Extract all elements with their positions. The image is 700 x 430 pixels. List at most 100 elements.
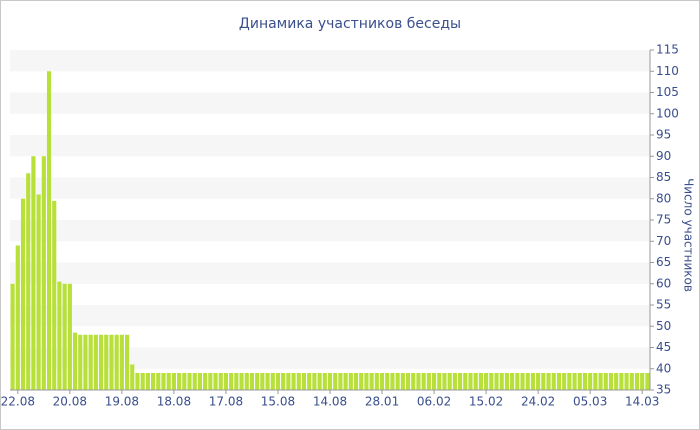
bar bbox=[473, 373, 478, 390]
bar bbox=[192, 373, 197, 390]
bar bbox=[203, 373, 208, 390]
x-tick-label: 18.08 bbox=[157, 395, 191, 409]
y-tick-label: 40 bbox=[656, 361, 671, 375]
bar bbox=[187, 373, 192, 390]
bar bbox=[489, 373, 494, 390]
bar bbox=[374, 373, 379, 390]
x-tick-label: 05.03 bbox=[573, 395, 607, 409]
bar bbox=[379, 373, 385, 390]
bar bbox=[333, 373, 338, 390]
bar bbox=[562, 373, 567, 390]
bar bbox=[15, 245, 20, 390]
bar bbox=[166, 373, 171, 390]
bar bbox=[67, 283, 72, 390]
bar bbox=[41, 156, 46, 390]
bar bbox=[301, 373, 307, 390]
y-axis-title: Число участников bbox=[682, 178, 696, 292]
bar bbox=[161, 373, 166, 390]
bar bbox=[156, 373, 161, 390]
bar bbox=[458, 373, 463, 390]
bar bbox=[541, 373, 546, 390]
bar bbox=[463, 373, 468, 390]
x-tick-label: 28.01 bbox=[365, 395, 399, 409]
bar bbox=[536, 373, 541, 390]
bar bbox=[197, 373, 202, 390]
bar bbox=[88, 334, 93, 390]
bar bbox=[598, 373, 603, 390]
bar bbox=[369, 373, 374, 390]
grid-band bbox=[10, 135, 650, 157]
bar bbox=[135, 373, 140, 390]
bar bbox=[255, 373, 260, 390]
x-tick-label: 24.02 bbox=[521, 395, 555, 409]
y-tick-label: 60 bbox=[656, 276, 671, 290]
bar bbox=[546, 373, 551, 390]
bar bbox=[359, 373, 364, 390]
bar bbox=[348, 373, 353, 390]
bar bbox=[400, 373, 405, 390]
bar bbox=[171, 373, 176, 390]
bar bbox=[619, 373, 624, 390]
bar bbox=[10, 283, 15, 390]
bar bbox=[26, 173, 31, 390]
bar bbox=[640, 373, 645, 390]
bar bbox=[234, 373, 239, 390]
bar bbox=[145, 373, 150, 390]
bar bbox=[286, 373, 291, 390]
bar bbox=[405, 373, 411, 390]
bar bbox=[510, 373, 515, 390]
bar bbox=[588, 373, 593, 390]
bar bbox=[296, 373, 301, 390]
bar bbox=[390, 373, 395, 390]
y-tick-label: 105 bbox=[656, 85, 679, 99]
y-tick-label: 45 bbox=[656, 340, 671, 354]
bar bbox=[249, 373, 255, 390]
bar bbox=[385, 373, 390, 390]
x-tick-label: 14.03 bbox=[625, 395, 659, 409]
y-tick-label: 115 bbox=[656, 43, 679, 57]
bar bbox=[520, 373, 525, 390]
bar bbox=[416, 373, 421, 390]
bar bbox=[437, 373, 442, 390]
bar bbox=[229, 373, 234, 390]
x-tick-label: 14.08 bbox=[313, 395, 347, 409]
x-tick-label: 06.02 bbox=[417, 395, 451, 409]
bar bbox=[353, 373, 359, 390]
x-tick-label: 22.08 bbox=[1, 395, 35, 409]
x-tick-label: 17.08 bbox=[209, 395, 243, 409]
bar bbox=[572, 373, 577, 390]
bar bbox=[530, 373, 536, 390]
bar bbox=[426, 373, 431, 390]
chart-title: Динамика участников беседы bbox=[239, 16, 461, 32]
x-tick-label: 19.08 bbox=[105, 395, 139, 409]
y-tick-label: 85 bbox=[656, 170, 671, 184]
bar bbox=[223, 373, 229, 390]
bar bbox=[431, 373, 437, 390]
bar bbox=[468, 373, 473, 390]
y-tick-label: 110 bbox=[656, 64, 679, 78]
bar bbox=[36, 194, 41, 390]
y-tick-label: 100 bbox=[656, 106, 679, 120]
grid-band bbox=[10, 220, 650, 242]
bar bbox=[603, 373, 608, 390]
y-tick-label: 75 bbox=[656, 213, 671, 227]
bar bbox=[343, 373, 348, 390]
bar bbox=[307, 373, 312, 390]
bar bbox=[515, 373, 520, 390]
bar bbox=[593, 373, 598, 390]
bar bbox=[629, 373, 634, 390]
bar bbox=[46, 71, 52, 390]
grid-band bbox=[10, 92, 650, 114]
bar bbox=[124, 334, 130, 390]
bar bbox=[182, 373, 187, 390]
bar bbox=[130, 364, 135, 390]
bar bbox=[421, 373, 426, 390]
bar bbox=[484, 373, 489, 390]
bar bbox=[395, 373, 400, 390]
bar bbox=[93, 334, 98, 390]
bar bbox=[260, 373, 265, 390]
grid-band bbox=[10, 50, 650, 72]
grid-band bbox=[10, 347, 650, 369]
bar bbox=[525, 373, 530, 390]
